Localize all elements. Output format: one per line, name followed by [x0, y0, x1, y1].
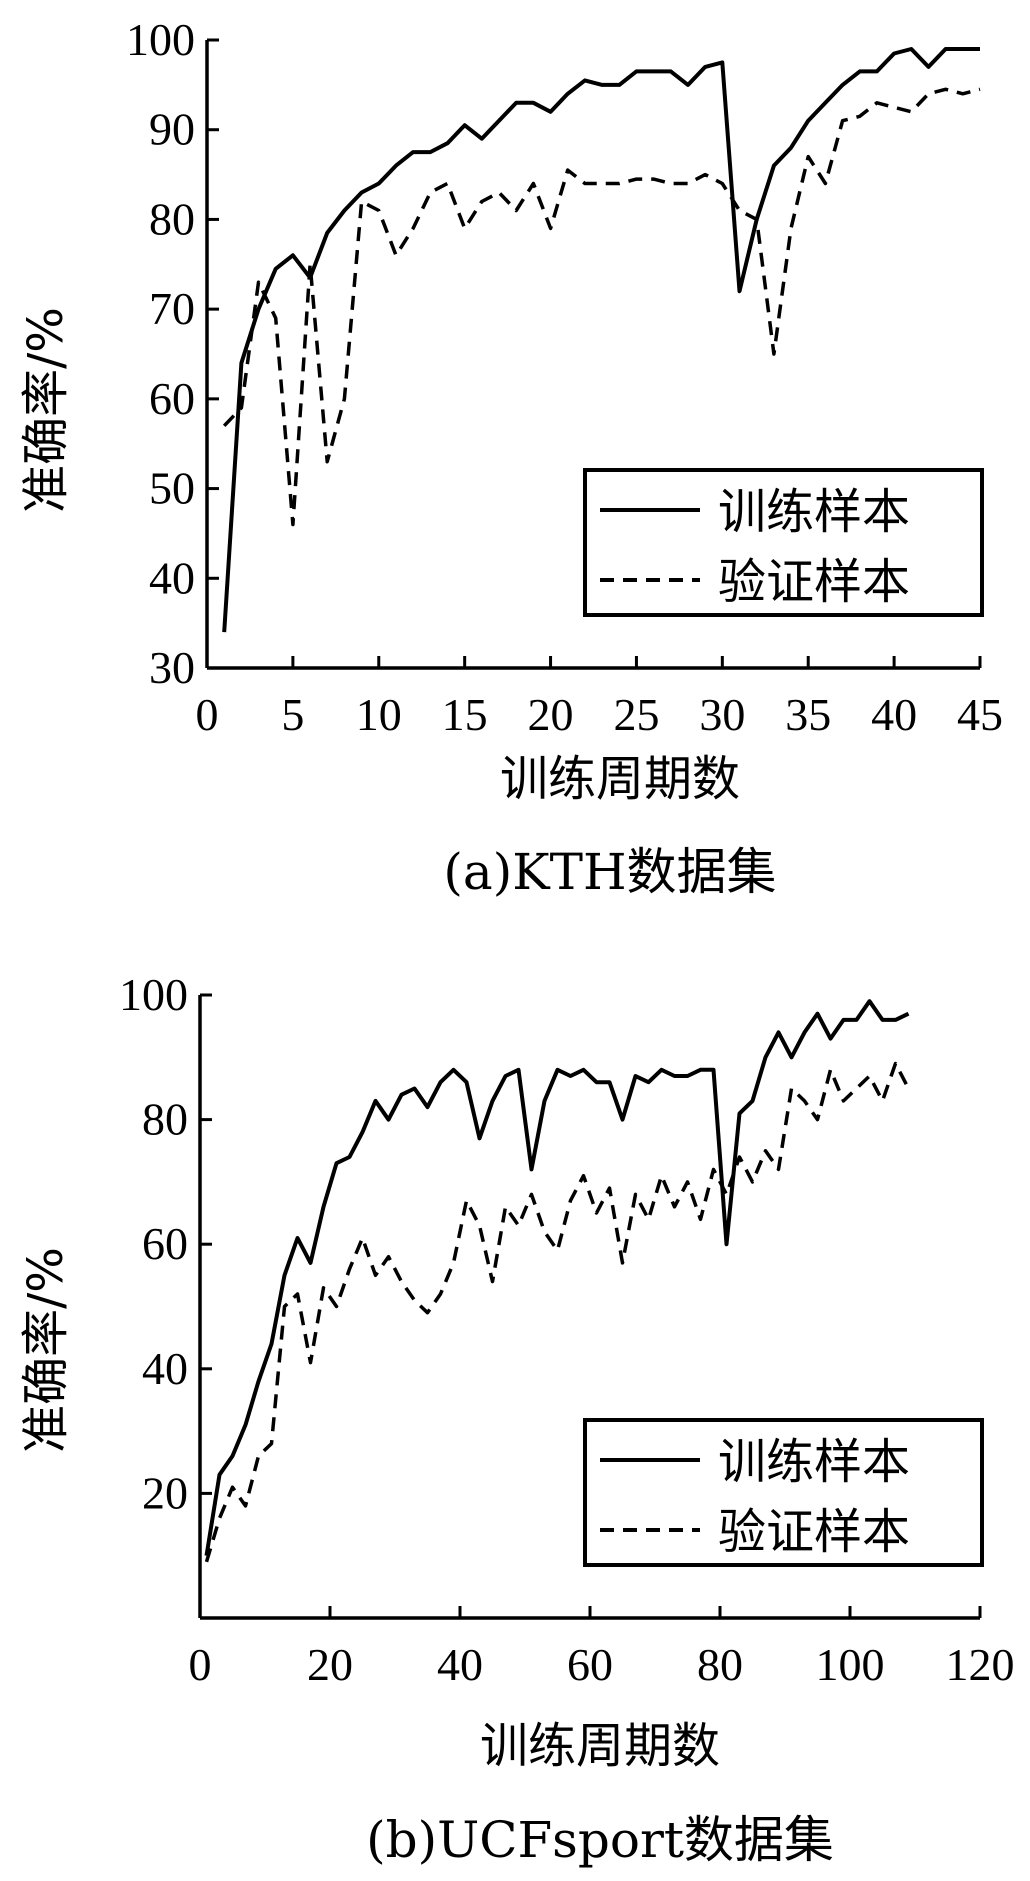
chart-a-ytick-label: 90 [149, 104, 195, 155]
chart-a-xlabel: 训练周期数 [500, 751, 740, 807]
chart-b-ylabel: 准确率/% [18, 1247, 74, 1453]
chart-b-xtick-label: 20 [307, 1639, 353, 1690]
chart-b-series-training-line [204, 999, 910, 1557]
chart-a-caption: (a)KTH数据集 [443, 843, 776, 901]
chart-b-xtick-label: 120 [946, 1639, 1015, 1690]
chart-b-ytick-label: 80 [142, 1094, 188, 1145]
chart-b-ytick-label: 20 [142, 1467, 188, 1518]
chart-a-ytick-label: 100 [126, 14, 195, 65]
chart-kth: 30 40 50 60 70 80 90 100 0 5 10 15 20 25 30 35 40 45 训练样本… [18, 14, 1003, 901]
chart-b-xtick-label: 100 [816, 1639, 885, 1690]
chart-b-legend: 训练样本 验证样本 [583, 1418, 984, 1567]
chart-a-xtick-label: 45 [957, 689, 1003, 740]
chart-a-xtick-label: 10 [356, 689, 402, 740]
chart-b-plot [204, 999, 911, 1563]
chart-a-ytick-label: 40 [149, 552, 195, 603]
chart-a-ytick-label: 30 [149, 642, 195, 693]
chart-b-ytick-label: 100 [119, 969, 188, 1020]
chart-a-xtick-label: 15 [442, 689, 488, 740]
chart-a-ytick-label: 70 [149, 283, 195, 334]
chart-b-xtick-label: 60 [567, 1639, 613, 1690]
chart-a-ylabel: 准确率/% [18, 307, 74, 513]
chart-b-xtick-label: 40 [437, 1639, 483, 1690]
chart-a-xtick-label: 25 [613, 689, 659, 740]
chart-b-legend-label-train: 训练样本 [718, 1434, 910, 1490]
chart-a-legend: 训练样本 验证样本 [583, 468, 984, 617]
chart-a-ytick-label: 80 [149, 193, 195, 244]
chart-a-plot [222, 47, 981, 633]
chart-a-xtick-label: 0 [196, 689, 219, 740]
chart-b-xlabel: 训练周期数 [480, 1718, 720, 1774]
chart-a-xtick-label: 35 [785, 689, 831, 740]
chart-b-ytick-label: 40 [142, 1343, 188, 1394]
chart-b-legend-box [583, 1418, 984, 1567]
chart-a-legend-label-train: 训练样本 [718, 484, 910, 540]
chart-a-series-training-line [222, 47, 980, 633]
chart-a-xtick-label: 40 [871, 689, 917, 740]
chart-b-xtick-label: 80 [697, 1639, 743, 1690]
chart-a-ytick-label: 60 [149, 373, 195, 424]
chart-b-ytick-label: 60 [142, 1218, 188, 1269]
chart-a-xtick-label: 5 [281, 689, 304, 740]
chart-b-xtick-label: 0 [189, 1639, 212, 1690]
chart-b-series-validation-line [204, 1061, 911, 1563]
chart-a-legend-box [583, 468, 984, 617]
chart-ucfsport: 20 40 60 80 100 0 20 40 60 80 100 120 训练样本 验证样本 准确率… [18, 969, 1015, 1869]
chart-a-legend-label-val: 验证样本 [718, 554, 910, 610]
chart-a-xtick-label: 20 [528, 689, 574, 740]
chart-a-ytick-label: 50 [149, 463, 195, 514]
chart-b-caption: (b)UCFsport数据集 [366, 1811, 834, 1869]
chart-a-series-validation-line [222, 87, 981, 527]
chart-b-legend-label-val: 验证样本 [718, 1504, 910, 1560]
chart-a-axes: 30 40 50 60 70 80 90 100 0 5 10 15 20 25 30 35 40 45 [126, 14, 1003, 740]
chart-a-xtick-label: 30 [699, 689, 745, 740]
chart-b-axes: 20 40 60 80 100 0 20 40 60 80 100 120 [119, 969, 1015, 1690]
